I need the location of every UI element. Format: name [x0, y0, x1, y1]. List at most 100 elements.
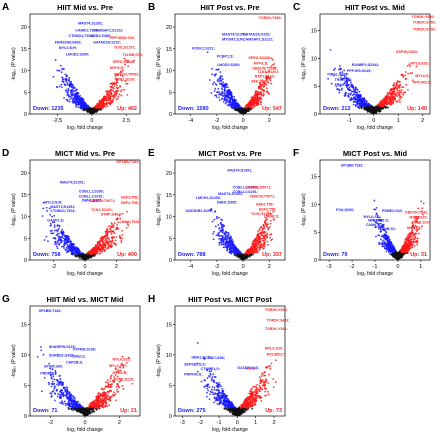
data-point [383, 99, 386, 102]
data-point [123, 57, 126, 60]
data-point [63, 83, 66, 85]
data-point [350, 92, 353, 95]
data-point [257, 92, 259, 94]
data-point [79, 257, 81, 260]
data-point [109, 90, 112, 93]
x-tick-label: 0 [83, 264, 86, 270]
data-point [371, 110, 374, 113]
point-label: GAXP1;S; [47, 219, 64, 223]
data-point [243, 257, 245, 260]
data-point [360, 102, 363, 105]
data-point [353, 100, 355, 103]
data-point [62, 239, 64, 242]
data-point [61, 80, 64, 83]
data-point [121, 75, 124, 77]
data-point [260, 98, 263, 101]
data-point [356, 102, 359, 105]
data-point [56, 230, 59, 233]
data-point [357, 96, 360, 99]
data-point [82, 109, 85, 111]
data-point [234, 251, 237, 253]
data-point [110, 86, 113, 89]
data-point [405, 83, 408, 86]
point-label: TRIM72;S; [335, 78, 353, 82]
down-count: Down: 788 [178, 252, 206, 258]
data-point [121, 229, 123, 232]
data-point [362, 104, 365, 107]
data-point [126, 210, 128, 213]
data-point [64, 237, 67, 240]
data-point [67, 89, 70, 92]
y-tick-label: 10 [166, 69, 172, 75]
data-point [221, 91, 223, 93]
data-point [45, 206, 48, 209]
data-point [267, 243, 269, 246]
data-point [74, 89, 77, 92]
data-point [270, 82, 273, 85]
data-point [225, 86, 228, 89]
data-point [63, 97, 65, 99]
data-point [121, 69, 124, 72]
data-point [397, 85, 400, 88]
point-label: MAST4;S1351; [227, 169, 252, 173]
data-point [269, 219, 272, 222]
data-point [231, 103, 234, 106]
panel-title: MICT Mid vs. Pre [55, 149, 115, 158]
data-point [352, 103, 355, 106]
data-point [396, 100, 398, 103]
data-point [223, 90, 226, 93]
point-label: GP1BB;T182; [116, 160, 139, 164]
data-point [119, 70, 122, 73]
data-point [375, 109, 378, 112]
data-point [75, 97, 78, 100]
point-label: MYL6;S; [415, 74, 429, 78]
data-point [98, 99, 101, 102]
data-point [248, 249, 251, 252]
data-point [350, 98, 353, 101]
data-point [56, 69, 59, 72]
data-point [51, 232, 53, 235]
y-tick-label: 0 [169, 112, 172, 118]
data-point [73, 94, 76, 96]
data-point [61, 228, 64, 231]
data-point [353, 91, 356, 94]
data-point [404, 74, 407, 77]
data-point [76, 250, 79, 253]
data-point [98, 103, 100, 106]
data-point [221, 75, 223, 78]
data-point [115, 93, 118, 96]
data-point [256, 237, 259, 240]
data-point [269, 79, 272, 82]
y-tick-label: 0 [169, 258, 172, 264]
data-point [66, 235, 68, 237]
point-label: FOXK1;S221; [192, 47, 215, 51]
data-point [64, 235, 66, 238]
point-label: EEF2;T58; [121, 201, 139, 205]
data-point [354, 100, 357, 103]
data-point [399, 101, 401, 104]
data-point [109, 228, 112, 231]
data-point [96, 109, 99, 112]
data-point [267, 227, 270, 230]
data-point [110, 245, 113, 248]
data-point [257, 251, 259, 253]
data-point [49, 230, 52, 232]
data-point [52, 75, 55, 78]
plot-frame [29, 13, 141, 115]
data-point [71, 83, 74, 86]
data-point [227, 95, 229, 97]
panel-title: HIIT Post vs. Mid [345, 3, 405, 12]
data-point [78, 255, 81, 258]
y-axis-label: -log₁₀ (P value) [301, 47, 307, 81]
data-points [206, 51, 276, 115]
data-point [51, 215, 53, 218]
data-point [254, 97, 257, 100]
data-point [399, 83, 402, 86]
data-point [254, 93, 257, 96]
x-tick-label: 2 [268, 264, 271, 270]
data-point [111, 239, 114, 242]
data-point [269, 236, 271, 239]
data-point [387, 235, 390, 238]
